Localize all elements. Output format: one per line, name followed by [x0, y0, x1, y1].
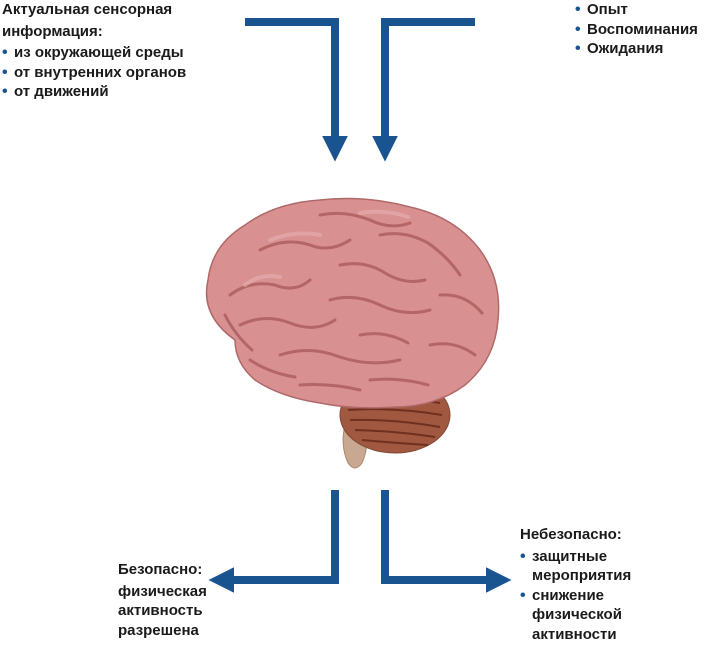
bottom-right-arrow: [385, 490, 498, 580]
top-right-arrow: [385, 22, 475, 148]
bottom-left-arrow: [222, 490, 335, 580]
cerebrum: [207, 199, 499, 408]
brain-svg: [180, 185, 520, 475]
top-left-arrow: [245, 22, 335, 148]
brain-illustration: [180, 185, 520, 475]
